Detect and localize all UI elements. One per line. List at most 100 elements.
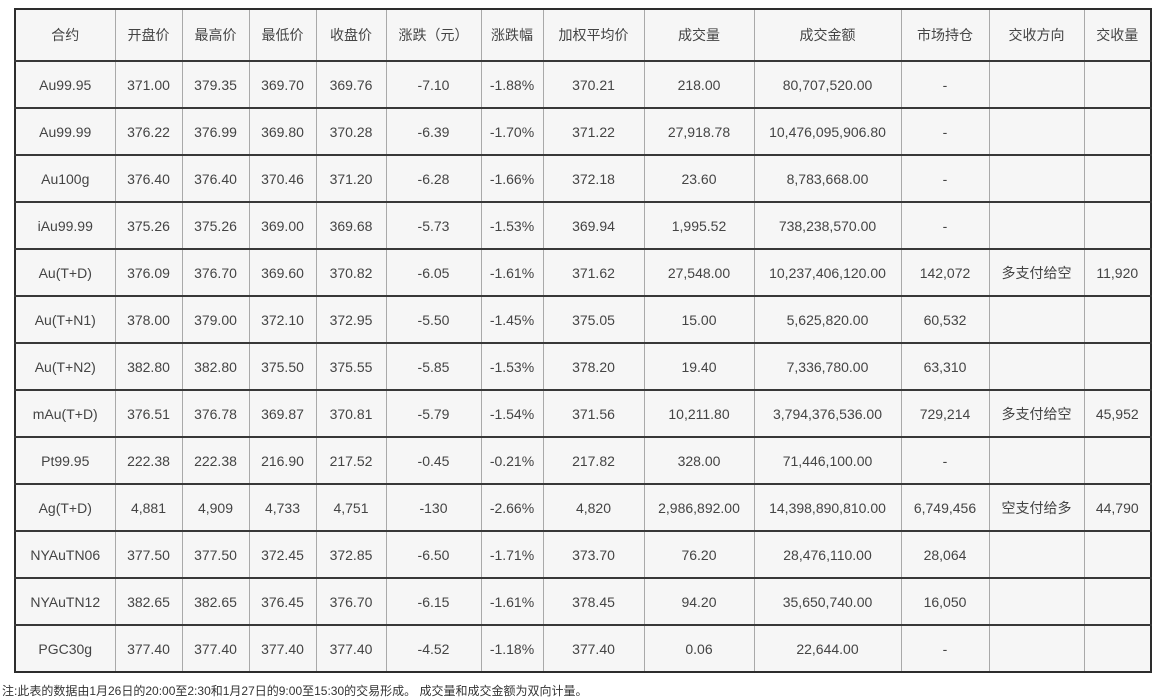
table-cell: 142,072 xyxy=(900,248,989,296)
table-cell xyxy=(988,436,1084,484)
table-cell: 22,644.00 xyxy=(753,624,901,672)
table-cell: 382.80 xyxy=(181,342,249,390)
table-cell: 376.70 xyxy=(315,577,386,625)
table-cell xyxy=(988,577,1084,625)
contract-cell: PGC30g xyxy=(15,624,115,672)
table-cell xyxy=(988,342,1084,390)
contract-cell: iAu99.99 xyxy=(15,201,115,249)
table-cell xyxy=(988,154,1084,202)
table-cell: 4,733 xyxy=(248,483,316,531)
table-cell: 1,995.52 xyxy=(643,201,754,249)
table-cell: -6.39 xyxy=(385,107,481,155)
table-cell: 377.40 xyxy=(315,624,386,672)
table-cell: 370.46 xyxy=(248,154,316,202)
table-cell xyxy=(988,107,1084,155)
table-cell: 217.82 xyxy=(542,436,644,484)
table-cell: -5.85 xyxy=(385,342,481,390)
column-header: 开盘价 xyxy=(114,9,182,61)
table-cell: 16,050 xyxy=(900,577,989,625)
table-cell: 371.56 xyxy=(542,389,644,437)
table-cell: 372.85 xyxy=(315,530,386,578)
table-cell: 80,707,520.00 xyxy=(753,60,901,108)
table-cell: - xyxy=(900,60,989,108)
table-cell: 369.76 xyxy=(315,60,386,108)
table-row: iAu99.99 375.26 375.26 369.00 369.68 -5.73 -1.… xyxy=(15,201,1151,249)
column-header: 涨跌幅 xyxy=(480,9,543,61)
table-cell: -1.61% xyxy=(480,248,543,296)
table-row: Au99.95 371.00 379.35 369.70 369.76 -7.10 -1.8… xyxy=(15,60,1151,108)
table-cell: 370.28 xyxy=(315,107,386,155)
table-cell: -1.88% xyxy=(480,60,543,108)
table-cell: 729,214 xyxy=(900,389,989,437)
table-cell: 6,749,456 xyxy=(900,483,989,531)
table-row: Au(T+D) 376.09 376.70 369.60 370.82 -6.05 -1.6… xyxy=(15,248,1151,296)
table-cell: -5.79 xyxy=(385,389,481,437)
table-cell: 10,476,095,906.80 xyxy=(753,107,901,155)
table-cell: 375.26 xyxy=(181,201,249,249)
column-header: 交收量 xyxy=(1083,9,1151,61)
contract-cell: mAu(T+D) xyxy=(15,389,115,437)
contract-cell: Au(T+N1) xyxy=(15,295,115,343)
table-cell: 370.82 xyxy=(315,248,386,296)
table-cell: 371.22 xyxy=(542,107,644,155)
table-cell: 71,446,100.00 xyxy=(753,436,901,484)
table-cell: 379.35 xyxy=(181,60,249,108)
table-cell: 11,920 xyxy=(1083,248,1151,296)
table-cell: 370.21 xyxy=(542,60,644,108)
table-cell: - xyxy=(900,436,989,484)
table-cell: 738,238,570.00 xyxy=(753,201,901,249)
table-cell: 376.09 xyxy=(114,248,182,296)
table-cell: 373.70 xyxy=(542,530,644,578)
table-cell: 5,625,820.00 xyxy=(753,295,901,343)
column-header: 成交金额 xyxy=(753,9,901,61)
contract-cell: Pt99.95 xyxy=(15,436,115,484)
table-cell: 372.45 xyxy=(248,530,316,578)
footer-note: 注:此表的数据由1月26日的20:00至2:30和1月27日的9:00至15:3… xyxy=(2,684,588,698)
table-cell: 371.62 xyxy=(542,248,644,296)
table-cell: 375.50 xyxy=(248,342,316,390)
table-cell: - xyxy=(900,624,989,672)
table-cell: -0.45 xyxy=(385,436,481,484)
table-header: 合约 开盘价 最高价 最低价 收盘价 涨跌（元） 涨跌幅 加权平均价 成交量 成交金额 市场持仓 交收… xyxy=(15,9,1151,61)
table-cell: 369.00 xyxy=(248,201,316,249)
table-cell: 369.70 xyxy=(248,60,316,108)
table-cell: 222.38 xyxy=(181,436,249,484)
table-cell: 376.45 xyxy=(248,577,316,625)
table-cell: 377.40 xyxy=(181,624,249,672)
table-cell: 0.06 xyxy=(643,624,754,672)
table-cell: 370.81 xyxy=(315,389,386,437)
table-cell: 45,952 xyxy=(1083,389,1151,437)
column-header: 加权平均价 xyxy=(542,9,644,61)
contract-cell: Au100g xyxy=(15,154,115,202)
table-cell: 14,398,890,810.00 xyxy=(753,483,901,531)
table-row: PGC30g 377.40 377.40 377.40 377.40 -4.52 -1.18… xyxy=(15,624,1151,672)
table-cell: 4,909 xyxy=(181,483,249,531)
table-cell: -2.66% xyxy=(480,483,543,531)
table-cell: 27,548.00 xyxy=(643,248,754,296)
table-row: Au(T+N1) 378.00 379.00 372.10 372.95 -5.50 -1.… xyxy=(15,295,1151,343)
table-row: mAu(T+D) 376.51 376.78 369.87 370.81 -5.79 -1.… xyxy=(15,389,1151,437)
table-cell: -4.52 xyxy=(385,624,481,672)
table-cell: 2,986,892.00 xyxy=(643,483,754,531)
table-cell xyxy=(1083,107,1151,155)
table-cell: 15.00 xyxy=(643,295,754,343)
table-cell: 8,783,668.00 xyxy=(753,154,901,202)
table-cell xyxy=(988,530,1084,578)
contract-cell: Au99.99 xyxy=(15,107,115,155)
contract-cell: NYAuTN06 xyxy=(15,530,115,578)
table-cell: 376.22 xyxy=(114,107,182,155)
table-cell: 377.40 xyxy=(542,624,644,672)
column-header: 交收方向 xyxy=(988,9,1084,61)
column-header: 市场持仓 xyxy=(900,9,989,61)
table-cell: 375.26 xyxy=(114,201,182,249)
table-cell: 4,820 xyxy=(542,483,644,531)
table-row: Au100g 376.40 376.40 370.46 371.20 -6.28 -1.66… xyxy=(15,154,1151,202)
table-cell xyxy=(1083,342,1151,390)
table-cell: 371.20 xyxy=(315,154,386,202)
contract-cell: Au99.95 xyxy=(15,60,115,108)
table-cell: 372.10 xyxy=(248,295,316,343)
table-cell: -6.50 xyxy=(385,530,481,578)
table-cell: 376.70 xyxy=(181,248,249,296)
table-cell: 94.20 xyxy=(643,577,754,625)
